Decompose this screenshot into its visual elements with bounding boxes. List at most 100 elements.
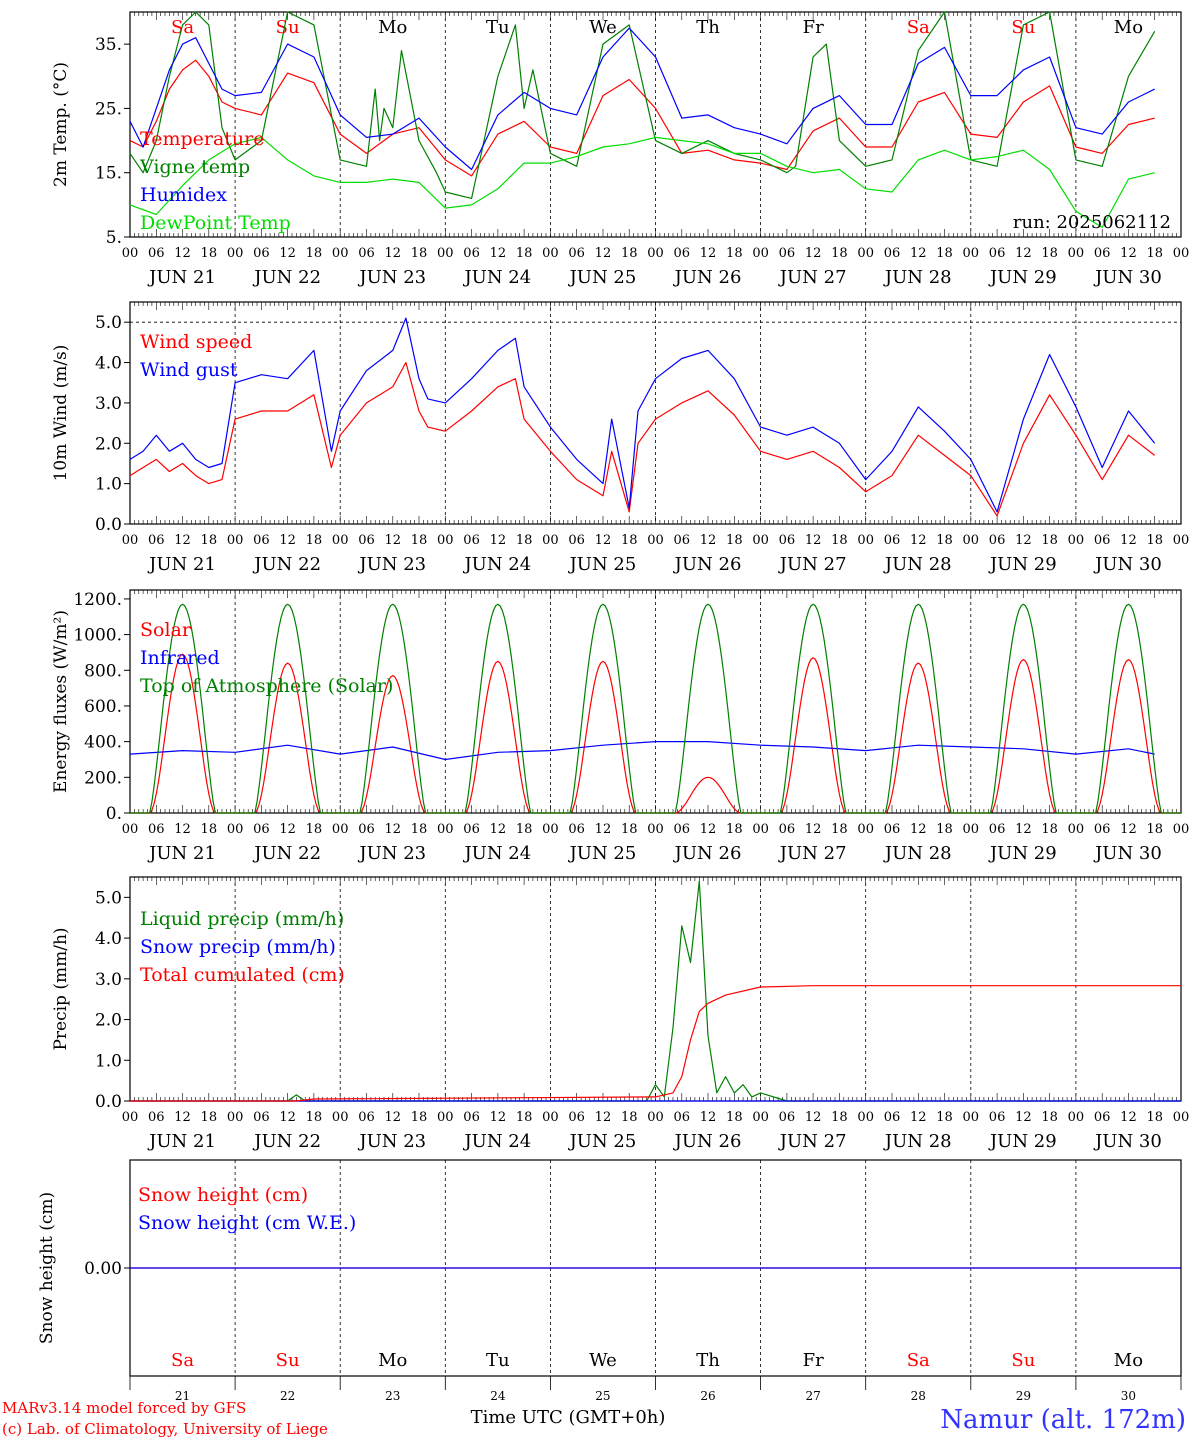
hour-tick-label: 18	[516, 822, 533, 837]
date-label: JUN 23	[357, 267, 426, 288]
hour-tick-label: 06	[674, 1110, 691, 1125]
hour-tick-label: 18	[726, 822, 743, 837]
date-label: JUN 25	[568, 554, 637, 575]
legend-entry: Total cumulated (cm)	[140, 964, 345, 986]
hour-tick-label: 00	[857, 1110, 874, 1125]
y-tick-label: 1000.	[73, 626, 122, 646]
hour-tick-label: 18	[1146, 246, 1163, 261]
hour-tick-label: 12	[279, 246, 296, 261]
hour-tick-label: 12	[279, 1110, 296, 1125]
hour-tick-label: 06	[253, 1110, 270, 1125]
hour-tick-label: 00	[227, 533, 244, 548]
hour-tick-label: 06	[1094, 1110, 1111, 1125]
legend-entry: Temperature	[140, 128, 264, 150]
weekday-label: Mo	[378, 17, 407, 38]
hour-tick-label: 06	[148, 246, 165, 261]
hour-tick-label: 12	[490, 1110, 507, 1125]
day-number-label: 22	[280, 1389, 295, 1403]
y-tick-label: 1.0	[95, 475, 122, 495]
series-1-1	[129, 317, 1156, 513]
hour-tick-label: 12	[384, 822, 401, 837]
hour-tick-label: 06	[358, 246, 375, 261]
y-tick-label: 15.	[95, 164, 122, 184]
weekday-label: Mo	[1114, 1350, 1143, 1371]
hour-tick-label: 00	[437, 246, 454, 261]
model-credit: MARv3.14 model forced by GFS	[2, 1399, 246, 1417]
hour-tick-label: 00	[1068, 533, 1085, 548]
y-tick-label: 1.0	[95, 1051, 122, 1071]
weekday-label: Su	[276, 1350, 300, 1371]
series-0-0	[129, 59, 1155, 177]
y-tick-label: 0.	[106, 804, 122, 824]
hour-tick-label: 00	[122, 1110, 139, 1125]
hour-tick-label: 18	[1146, 822, 1163, 837]
hour-tick-label: 12	[1120, 822, 1137, 837]
date-label: JUN 28	[883, 554, 952, 575]
weekday-label: Mo	[1114, 17, 1143, 38]
hour-tick-label: 00	[1173, 822, 1190, 837]
hour-tick-label: 18	[516, 246, 533, 261]
hour-tick-label: 18	[1041, 822, 1058, 837]
hour-tick-label: 00	[437, 1110, 454, 1125]
y-tick-label: 0.00	[84, 1259, 122, 1279]
y-tick-label: 5.0	[95, 888, 122, 908]
y-tick-label: 4.0	[95, 354, 122, 374]
y-axis-label: Precip (mm/h)	[51, 927, 71, 1050]
date-label: JUN 30	[1093, 554, 1162, 575]
hour-tick-label: 06	[463, 822, 480, 837]
hour-tick-label: 12	[279, 822, 296, 837]
legend-entry: Vigne temp	[139, 156, 250, 178]
series-1-0	[129, 361, 1156, 517]
date-label: JUN 24	[462, 554, 531, 575]
hour-tick-label: 18	[1041, 533, 1058, 548]
hour-tick-label: 12	[1015, 246, 1032, 261]
date-label: JUN 28	[883, 843, 952, 864]
hour-tick-label: 00	[227, 822, 244, 837]
date-label: JUN 21	[147, 843, 216, 864]
hour-tick-label: 06	[779, 822, 796, 837]
hour-tick-label: 18	[306, 246, 323, 261]
hour-tick-label: 06	[568, 1110, 585, 1125]
hour-tick-label: 06	[463, 533, 480, 548]
weekday-label: Th	[696, 1350, 720, 1371]
legend-entry: Snow height (cm W.E.)	[138, 1212, 356, 1234]
legend-entry: Top of Atmosphere (Solar)	[140, 675, 393, 697]
y-tick-label: 400.	[84, 733, 122, 753]
hour-tick-label: 18	[516, 1110, 533, 1125]
hour-tick-label: 12	[910, 822, 927, 837]
date-label: JUN 23	[357, 554, 426, 575]
y-tick-label: 0.0	[95, 1092, 122, 1112]
hour-tick-label: 12	[700, 1110, 717, 1125]
date-label: JUN 26	[673, 554, 742, 575]
hour-tick-label: 06	[779, 246, 796, 261]
hour-tick-label: 18	[1146, 533, 1163, 548]
hour-tick-label: 12	[174, 533, 191, 548]
hour-tick-label: 06	[1094, 822, 1111, 837]
hour-tick-label: 06	[989, 1110, 1006, 1125]
date-label: JUN 27	[778, 843, 847, 864]
legend-entry: Liquid precip (mm/h)	[140, 908, 344, 930]
legend-entry: DewPoint Temp	[140, 212, 291, 234]
x-day-ticks	[129, 1376, 1182, 1390]
y-tick-label: 4.0	[95, 929, 122, 949]
hour-tick-label: 06	[568, 533, 585, 548]
y-tick-label: 5.	[106, 228, 122, 248]
hour-tick-label: 00	[332, 533, 349, 548]
hour-tick-label: 00	[963, 533, 980, 548]
panel-1: 5. 15. 25. 35. 2m Temp. (°C) Sa Su Mo Tu We Th Fr Sa…	[51, 11, 1189, 288]
y-tick-label: 200.	[84, 768, 122, 788]
hour-tick-label: 00	[752, 1110, 769, 1125]
date-label: JUN 24	[462, 267, 531, 288]
hour-tick-label: 18	[831, 533, 848, 548]
hour-tick-label: 18	[411, 1110, 428, 1125]
hour-tick-label: 00	[542, 822, 559, 837]
series-2-1	[129, 740, 1155, 761]
date-label: JUN 28	[883, 267, 952, 288]
hour-tick-label: 00	[857, 822, 874, 837]
date-label: JUN 27	[778, 1131, 847, 1152]
y-axis-label: Energy fluxes (W/m²)	[51, 610, 71, 793]
hour-tick-label: 12	[805, 533, 822, 548]
hour-tick-label: 00	[647, 533, 664, 548]
y-axis-label: 2m Temp. (°C)	[51, 62, 71, 187]
